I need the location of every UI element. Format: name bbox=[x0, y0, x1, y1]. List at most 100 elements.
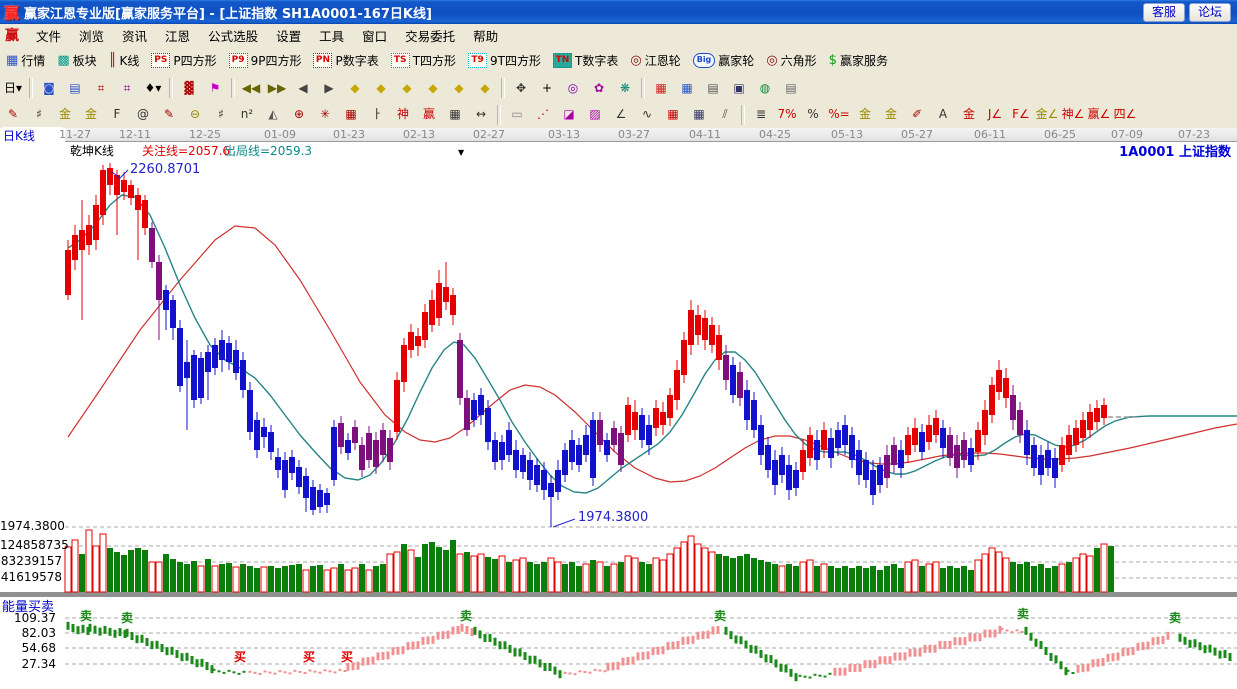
toolbar-button-fork-tool[interactable]: ㅏ bbox=[364, 103, 390, 126]
toolbar-button-red-k[interactable]: ▓ bbox=[176, 77, 202, 100]
toolbar-button-yingjialun[interactable]: Big 赢家轮 bbox=[688, 49, 760, 73]
toolbar-button-circle-tool[interactable]: ⊖ bbox=[182, 103, 208, 126]
toolbar-button-diamond-right[interactable]: ◆ bbox=[368, 77, 394, 100]
toolbar-button-pct[interactable]: % bbox=[800, 103, 826, 126]
toolbar-button-kxian[interactable]: ║ K线 bbox=[104, 49, 145, 73]
toolbar-button-flag-tool[interactable]: ⚑ bbox=[202, 77, 228, 100]
toolbar-button-star-web[interactable]: ✳ bbox=[312, 103, 338, 126]
toolbar-button-grid-dark[interactable]: ▦ bbox=[686, 103, 712, 126]
menu-item-交易委托[interactable]: 交易委托 bbox=[405, 28, 456, 44]
toolbar-button-next[interactable]: ▶ bbox=[316, 77, 342, 100]
kefu-button[interactable]: 客服 bbox=[1142, 2, 1185, 22]
toolbar-button-flower-tool[interactable]: ✿ bbox=[586, 77, 612, 100]
toolbar-button-ruler-123[interactable]: ▦ bbox=[442, 103, 468, 126]
menu-item-浏览[interactable]: 浏览 bbox=[79, 28, 105, 44]
toolbar-button-brush[interactable]: ✎ bbox=[156, 103, 182, 126]
toolbar-button-f-tool[interactable]: F bbox=[104, 103, 130, 126]
toolbar-button-hangqing[interactable]: ▦ 行情 bbox=[1, 49, 50, 73]
toolbar-button-si-angle[interactable]: 四∠ bbox=[1112, 103, 1138, 126]
toolbar-button-first-page[interactable]: ◀◀ bbox=[238, 77, 264, 100]
toolbar-button-bankuai[interactable]: ▩ 板块 bbox=[52, 49, 101, 73]
menu-item-江恩[interactable]: 江恩 bbox=[165, 28, 191, 44]
menu-item-公式选股[interactable]: 公式选股 bbox=[208, 28, 259, 44]
toolbar-button-p-sifangxing[interactable]: PS P四方形 bbox=[146, 49, 221, 73]
toolbar-button-chart-3[interactable]: ⌗ bbox=[88, 77, 114, 100]
luntan-button[interactable]: 论坛 bbox=[1188, 2, 1231, 22]
toolbar-button-angle-mirror[interactable]: ◭ bbox=[260, 103, 286, 126]
toolbar-button-diamond-compress[interactable]: ◆ bbox=[420, 77, 446, 100]
toolbar-button-9p-sifangxing[interactable]: P9 9P四方形 bbox=[224, 49, 307, 73]
toolbar-button-calendar[interactable]: ▦ bbox=[648, 77, 674, 100]
toolbar-button-shen-angle[interactable]: 神∠ bbox=[1060, 103, 1086, 126]
toolbar-button-slash-lines[interactable]: ⫽ bbox=[712, 103, 738, 126]
toolbar-button-a-lines[interactable]: A bbox=[930, 103, 956, 126]
toolbar-button-diamond-full[interactable]: ◆ bbox=[472, 77, 498, 100]
toolbar-button-gold-red[interactable]: 金 bbox=[956, 103, 982, 126]
toolbar-button-hash-tool[interactable]: ♯ bbox=[208, 103, 234, 126]
toolbar-button-h-span[interactable]: ↔ bbox=[468, 103, 494, 126]
toolbar-button-pen[interactable]: ✎ bbox=[0, 103, 26, 126]
toolbar-button-notes[interactable]: ▤ bbox=[700, 77, 726, 100]
chart-canvas[interactable]: 卖 卖 卖 卖 卖 卖买 买 买 bbox=[0, 141, 1237, 689]
toolbar-button-calculator[interactable]: ▦ bbox=[674, 77, 700, 100]
toolbar-button-p-shuzibiao[interactable]: PN P数字表 bbox=[308, 49, 383, 73]
toolbar-button-period-day[interactable]: 日▾ bbox=[0, 77, 26, 100]
toolbar-button-crosshair[interactable]: + bbox=[534, 77, 560, 100]
menu-item-帮助[interactable]: 帮助 bbox=[473, 28, 499, 44]
toolbar-button-save[interactable]: ▣ bbox=[726, 77, 752, 100]
toolbar-button-gold-circle[interactable]: 金 bbox=[852, 103, 878, 126]
oscillator-bar bbox=[498, 641, 502, 650]
toolbar-button-jiangenlun[interactable]: ◎ 江恩轮 bbox=[625, 49, 685, 73]
toolbar-button-zoom-tool[interactable]: ◎ bbox=[560, 77, 586, 100]
toolbar-button-diamond-expand[interactable]: ◆ bbox=[394, 77, 420, 100]
chevron-down-icon[interactable]: ▼ bbox=[458, 148, 465, 157]
toolbar-button-9t-sifangxing[interactable]: T9 9T四方形 bbox=[463, 49, 546, 73]
toolbar-button-t-sifangxing[interactable]: TS T四方形 bbox=[386, 49, 461, 73]
toolbar-button-diamond-center[interactable]: ◆ bbox=[446, 77, 472, 100]
menu-item-窗口[interactable]: 窗口 bbox=[362, 28, 388, 44]
toolbar-button-gold-line-2[interactable]: 金 bbox=[78, 103, 104, 126]
toolbar-button-grid-web[interactable]: ▦ bbox=[338, 103, 364, 126]
toolbar-button-f-angle[interactable]: F∠ bbox=[1008, 103, 1034, 126]
toolbar-button-last-page[interactable]: ▶▶ bbox=[264, 77, 290, 100]
toolbar-button-liujiaoxing[interactable]: ◎ 六角形 bbox=[761, 49, 821, 73]
toolbar-button-pct-line[interactable]: %= bbox=[826, 103, 852, 126]
toolbar-button-gold-line-1[interactable]: 金 bbox=[52, 103, 78, 126]
toolbar-button-candle-style[interactable]: ♦▾ bbox=[140, 77, 166, 100]
menu-item-设置[interactable]: 设置 bbox=[276, 28, 302, 44]
menu-item-文件[interactable]: 文件 bbox=[36, 28, 62, 44]
toolbar-button-angle-lines[interactable]: ∠ bbox=[608, 103, 634, 126]
toolbar-button-fan-lines[interactable]: ⋰ bbox=[530, 103, 556, 126]
toolbar-button-brain-tool[interactable]: ❋ bbox=[612, 77, 638, 100]
menu-item-工具[interactable]: 工具 bbox=[319, 28, 345, 44]
toolbar-button-spiral[interactable]: @ bbox=[130, 103, 156, 126]
toolbar-button-fan-box[interactable]: ◪ bbox=[556, 103, 582, 126]
toolbar-button-j-angle[interactable]: J∠ bbox=[982, 103, 1008, 126]
toolbar-button-gold-bar[interactable]: 金 bbox=[878, 103, 904, 126]
toolbar-button-hand-tool[interactable]: ✥ bbox=[508, 77, 534, 100]
toolbar-button-pct-7[interactable]: 7% bbox=[774, 103, 800, 126]
toolbar-button-print[interactable]: ▤ bbox=[778, 77, 804, 100]
toolbar-button-info-panel[interactable]: ▤ bbox=[62, 77, 88, 100]
toolbar-button-gann-lines[interactable]: ♯ bbox=[26, 103, 52, 126]
toolbar-button-window-style[interactable]: ◙ bbox=[36, 77, 62, 100]
toolbar-button-diamond-left[interactable]: ◆ bbox=[342, 77, 368, 100]
toolbar-button-wave-tool[interactable]: ∿ bbox=[634, 103, 660, 126]
toolbar-button-n2-tool[interactable]: n² bbox=[234, 103, 260, 126]
toolbar-button-gold-angle[interactable]: 金∠ bbox=[1034, 103, 1060, 126]
toolbar-button-network[interactable]: ◍ bbox=[752, 77, 778, 100]
toolbar-button-box-lines[interactable]: ▨ bbox=[582, 103, 608, 126]
toolbar-button-shen-tool[interactable]: 神 bbox=[390, 103, 416, 126]
toolbar-button-grid-red[interactable]: ▦ bbox=[660, 103, 686, 126]
toolbar-button-yingjiafuwu[interactable]: $ 赢家服务 bbox=[824, 49, 893, 73]
toolbar-button-rect-tool[interactable]: ▭ bbox=[504, 103, 530, 126]
toolbar-button-chart-9[interactable]: ⌗ bbox=[114, 77, 140, 100]
toolbar-button-stats-bars[interactable]: ≣ bbox=[748, 103, 774, 126]
toolbar-button-ying-angle[interactable]: 赢∠ bbox=[1086, 103, 1112, 126]
toolbar-button-ying-tool[interactable]: 赢 bbox=[416, 103, 442, 126]
toolbar-button-brush-2[interactable]: ✐ bbox=[904, 103, 930, 126]
menu-item-资讯[interactable]: 资讯 bbox=[122, 28, 148, 44]
toolbar-button-t-shuzibiao[interactable]: TN T数字表 bbox=[548, 49, 623, 73]
toolbar-button-prev[interactable]: ◀ bbox=[290, 77, 316, 100]
toolbar-button-target-tool[interactable]: ⊕ bbox=[286, 103, 312, 126]
